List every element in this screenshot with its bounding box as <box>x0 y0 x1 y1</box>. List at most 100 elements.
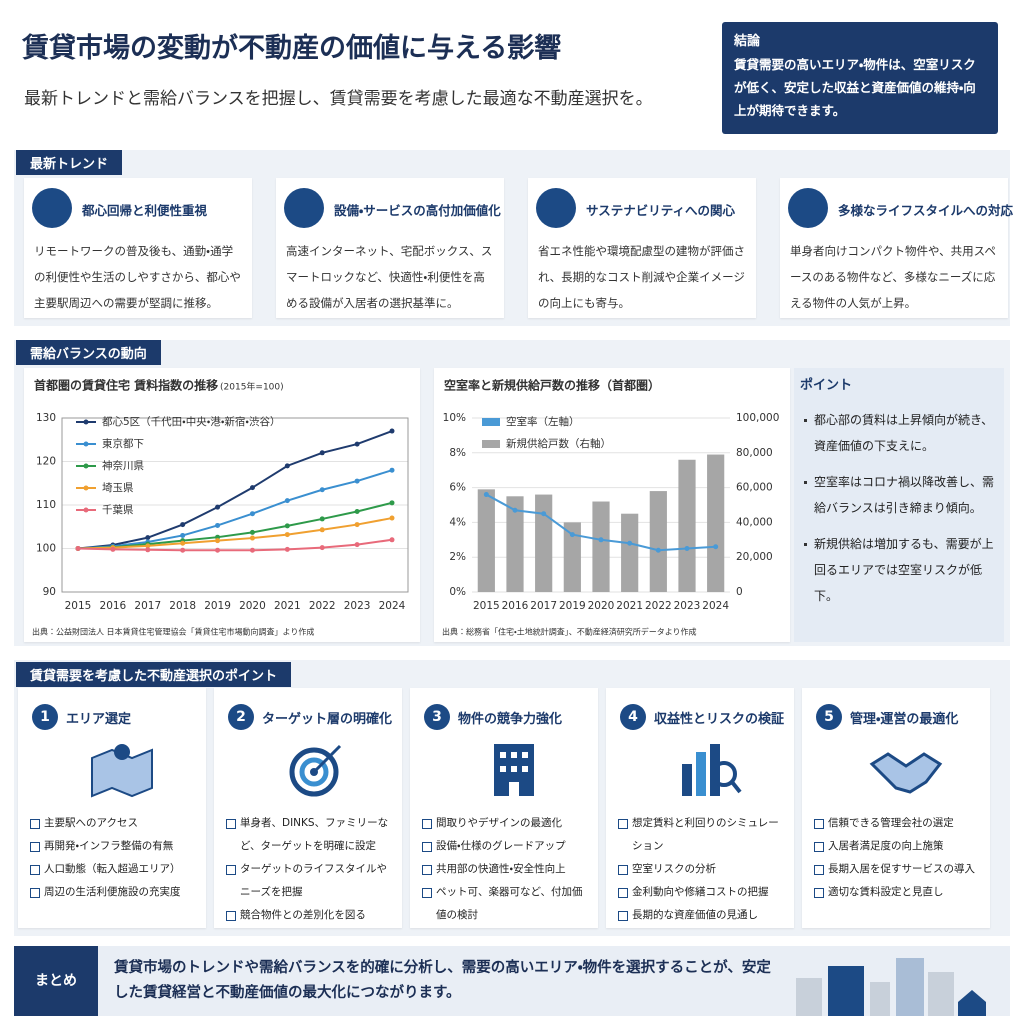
x-tick-label: 2020 <box>588 600 615 612</box>
step-title: エリア選定 <box>66 712 132 727</box>
data-point <box>215 538 221 544</box>
chart-subtitle: (2015年=100) <box>220 381 284 393</box>
step-number: 4 <box>620 704 646 730</box>
data-point <box>569 532 575 538</box>
check-list: 単身者、DINKS、ファミリーなど、ターゲットを明確に設定 ターゲットのライフスタ… <box>224 812 396 927</box>
data-point <box>713 544 719 550</box>
x-tick-label: 2016 <box>100 600 127 612</box>
bar <box>649 491 667 592</box>
data-point <box>354 441 360 447</box>
check-list: 主要駅へのアクセス 再開発・インフラ整備の有無 人口動態（転入超過エリア） 周辺の生活… <box>28 812 200 904</box>
selection-card: 2 ターゲット層の明確化単身者、DINKS、ファミリーなど、ターゲットを明確に設定… <box>214 688 402 928</box>
data-point <box>389 428 395 434</box>
summary-label: まとめ <box>14 946 98 1016</box>
chart-panel: 空室率と新規供給戸数の推移（首都圏） 出典：総務省「住宅・土地統計調査」、不動産経… <box>434 368 790 642</box>
bar <box>621 513 639 592</box>
trend-card: 設備・サービスの高付加価値化 高速インターネット、宅配ボックス、スマートロックなど… <box>276 178 504 318</box>
data-point <box>215 534 221 540</box>
check-item: 信頼できる管理会社の選定 <box>812 812 984 835</box>
check-list: 信頼できる管理会社の選定 入居者満足度の向上施策 長期入居を促すサービスの導入 適切な… <box>812 812 984 904</box>
points-list: 都心部の賃料は上昇傾向が続き、資産価値の下支えに。 空室率はコロナ禍以降改善し、需… <box>794 407 1004 609</box>
check-list: 想定賃料と利回りのシミュレーション 空室リスクの分析 金利動向や修繕コストの把握 長期… <box>616 812 788 927</box>
x-tick-label: 2016 <box>502 600 529 612</box>
data-point <box>215 547 221 553</box>
summary: まとめ 賃貸市場のトレンドや需給バランスを的確に分析し、需要の高いエリア・物件を… <box>14 946 1010 1016</box>
bar <box>477 489 495 592</box>
check-item: 金利動向や修繕コストの把握 <box>616 881 788 904</box>
x-tick-label: 2021 <box>274 600 301 612</box>
chart-source: 出典：公益財団法人 日本賃貸住宅管理協会「賃貸住宅市場動向調査」より作成 <box>32 627 314 637</box>
legend-label: 新規供給戸数（右軸） <box>506 437 611 450</box>
data-point <box>180 532 186 538</box>
trend-title: 都心回帰と利便性重視 <box>82 203 208 218</box>
line <box>77 469 393 550</box>
data-point <box>249 485 255 491</box>
legend-label: 東京都下 <box>102 437 144 450</box>
trend-icon <box>284 188 324 228</box>
y-tick-label: 0% <box>449 586 466 598</box>
y-tick-label: 120 <box>36 456 56 468</box>
legend-swatch <box>83 419 89 425</box>
x-tick-label: 2019 <box>559 600 586 612</box>
legend-swatch <box>83 507 89 513</box>
point: 空室率はコロナ禍以降改善し、需給バランスは引き締まり傾向。 <box>802 469 996 521</box>
y-tick-label: 8% <box>449 447 466 459</box>
data-point <box>319 545 325 551</box>
trend-text: 単身者向けコンパクト物件や、共用スペースのある物件など、多様なニーズに応える物件… <box>790 244 996 310</box>
section-label: 最新トレンド <box>16 150 123 175</box>
page-title: 賃貸市場の変動が不動産の価値に与える影響 <box>22 33 562 64</box>
check-item: 適切な賃料設定と見直し <box>812 881 984 904</box>
line <box>77 517 393 550</box>
x-tick-label: 2015 <box>473 600 500 612</box>
point: 新規供給は増加するも、需要が上回るエリアでは空室リスクが低下。 <box>802 531 996 609</box>
check-item: 長期的な資産価値の見通し <box>616 904 788 927</box>
step-title: 収益性とリスクの検証 <box>654 712 785 727</box>
step-icon <box>869 752 943 794</box>
step-icon <box>682 744 742 796</box>
x-tick-label: 2015 <box>65 600 92 612</box>
x-tick-label: 2024 <box>379 600 406 612</box>
y-tick-label: 90 <box>43 586 56 598</box>
data-point <box>249 535 255 541</box>
x-tick-label: 2019 <box>204 600 231 612</box>
step-title: 物件の競争力強化 <box>458 712 563 727</box>
data-point <box>249 547 255 553</box>
selection-card: 3 物件の競争力強化 間取りやデザインの最適化 設備・仕様のグレードアップ 共用部の快適… <box>410 688 598 928</box>
trend-text: リモートワークの普及後も、通勤・通学の利便性や生活のしやすさから、都心や主要駅周… <box>34 244 241 310</box>
data-point <box>354 542 360 548</box>
line <box>77 538 393 552</box>
x-tick-label: 2022 <box>309 600 336 612</box>
check-item: 想定賃料と利回りのシミュレーション <box>616 812 788 858</box>
chart-title: 空室率と新規供給戸数の推移（首都圏） <box>444 378 660 393</box>
data-point <box>249 511 255 517</box>
trend-icon <box>32 188 72 228</box>
y-tick-label: 4% <box>449 516 466 528</box>
legend-swatch <box>83 441 89 447</box>
step-number: 5 <box>816 704 842 730</box>
legend-swatch <box>83 463 89 469</box>
step-title: ターゲット層の明確化 <box>262 712 393 727</box>
y-tick-label: 10% <box>443 412 466 424</box>
chart-title: 首都圏の賃貸住宅 賃料指数の推移 <box>34 378 218 393</box>
data-point <box>284 532 290 538</box>
line <box>77 430 393 550</box>
legend-label: 空室率（左軸） <box>506 415 580 428</box>
buildings-decoration <box>796 958 986 1016</box>
trend-card: サステナビリティへの関心 省エネ性能や環境配慮型の建物が評価され、長期的なコスト削… <box>528 178 756 318</box>
bar <box>707 454 725 592</box>
legend-swatch <box>482 418 500 426</box>
page-subtitle: 最新トレンドと需給バランスを把握し、賃貸需要を考慮した最適な不動産選択を。 <box>24 89 653 109</box>
check-item: 空室リスクの分析 <box>616 858 788 881</box>
data-point <box>180 522 186 528</box>
selection-card: 4 収益性とリスクの検証想定賃料と利回りのシミュレーション 空室リスクの分析 金利動向… <box>606 688 794 928</box>
x-tick-label: 2020 <box>239 600 266 612</box>
step-number: 2 <box>228 704 254 730</box>
bar <box>678 459 696 592</box>
data-point <box>110 546 116 552</box>
x-tick-label: 2017 <box>134 600 161 612</box>
y-tick-label: 2% <box>449 551 466 563</box>
step-number: 3 <box>424 704 450 730</box>
data-point <box>627 540 633 546</box>
points-panel: ポイント 都心部の賃料は上昇傾向が続き、資産価値の下支えに。 空室率はコロナ禍以降… <box>794 368 1004 642</box>
bar <box>535 494 553 592</box>
